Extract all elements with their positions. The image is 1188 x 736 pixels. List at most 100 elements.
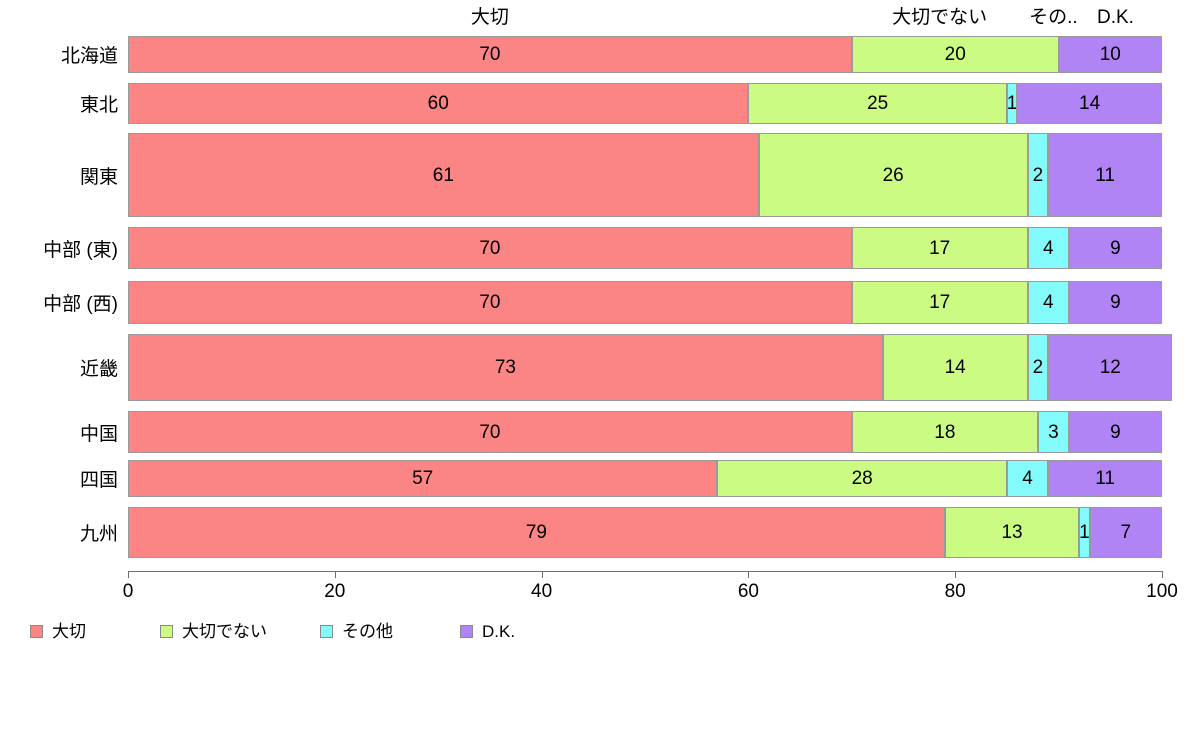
bar-segment[interactable]: 14 — [1017, 83, 1162, 124]
top-header-2: 大切でない — [892, 7, 988, 28]
bar-segment-value: 79 — [525, 522, 547, 543]
bar-segment[interactable]: 12 — [1048, 334, 1173, 401]
bar-segment[interactable]: 17 — [851, 281, 1028, 324]
bar-segment-value: 70 — [479, 421, 501, 443]
category-label-3: 関東 — [79, 166, 118, 188]
bar-segment-value: 26 — [882, 164, 904, 186]
bar-segment-value: 4 — [1042, 237, 1054, 259]
bar-segment[interactable]: 20 — [851, 36, 1059, 73]
bar-segment[interactable]: 61 — [128, 133, 759, 217]
legend-item-4[interactable]: D.K. — [460, 623, 515, 640]
bar-segment-value: 70 — [479, 237, 501, 259]
top-header-4: D.K. — [1096, 7, 1134, 28]
bar-segment[interactable]: 1 — [1079, 507, 1090, 558]
x-tick-label-60: 60 — [737, 581, 759, 602]
bar-segment[interactable]: 1 — [1006, 83, 1018, 124]
bar-segment[interactable]: 9 — [1068, 281, 1162, 324]
legend-item-3[interactable]: その他 — [320, 623, 393, 640]
legend-item-1[interactable]: 大切 — [30, 623, 86, 640]
bar-segment-value: 70 — [479, 44, 501, 65]
category-label-4: 中部 (東) — [43, 239, 118, 261]
bar-row: 73 14 2 12 — [128, 334, 1173, 401]
x-tick-mark — [541, 571, 543, 578]
bar-segment[interactable]: 2 — [1027, 334, 1049, 401]
legend-label: 大切でない — [182, 622, 267, 641]
x-tick-mark — [955, 571, 957, 578]
bar-segment[interactable]: 3 — [1037, 411, 1069, 453]
bar-segment[interactable]: 11 — [1048, 133, 1162, 217]
x-tick-mark — [128, 571, 129, 578]
bar-row: 79 13 1 7 — [128, 507, 1162, 558]
bar-segment-value: 28 — [851, 468, 873, 489]
top-header-1: 大切 — [470, 7, 509, 28]
bar-segment-value: 17 — [929, 292, 951, 313]
bar-segment[interactable]: 17 — [851, 227, 1028, 269]
bar-row: 70 17 4 9 — [128, 281, 1162, 324]
bar-segment[interactable]: 4 — [1006, 460, 1049, 497]
x-tick-label-40: 40 — [531, 581, 553, 602]
bar-segment[interactable]: 4 — [1027, 281, 1069, 324]
bar-segment[interactable]: 4 — [1027, 227, 1069, 269]
x-tick-mark — [334, 571, 336, 578]
bar-segment[interactable]: 13 — [944, 507, 1080, 558]
legend-item-2[interactable]: 大切でない — [160, 623, 267, 640]
bar-segment[interactable]: 79 — [128, 507, 945, 558]
bar-segment-value: 3 — [1048, 421, 1059, 443]
bar-segment[interactable]: 10 — [1058, 36, 1162, 73]
bar-segment-value: 9 — [1110, 237, 1121, 259]
x-tick-mark — [1162, 571, 1163, 578]
bar-row: 70 17 4 9 — [128, 227, 1162, 269]
bar-segment-value: 4 — [1042, 292, 1054, 313]
bar-segment[interactable]: 28 — [717, 460, 1007, 497]
legend-label: その他 — [342, 622, 393, 641]
legend-color-swatch — [30, 625, 43, 638]
bar-segment-value: 1 — [1079, 522, 1090, 543]
bar-segment-value: 11 — [1095, 164, 1115, 186]
category-label-9: 九州 — [79, 524, 118, 545]
legend-label: 大切 — [52, 622, 86, 641]
bar-segment-value: 1 — [1006, 93, 1018, 114]
bar-segment-value: 4 — [1022, 468, 1033, 489]
bar-segment-value: 60 — [427, 93, 449, 114]
category-label-5: 中部 (西) — [43, 294, 118, 315]
bar-segment[interactable]: 70 — [128, 227, 852, 269]
bar-segment[interactable]: 2 — [1027, 133, 1049, 217]
legend-color-swatch — [460, 625, 473, 638]
bar-segment[interactable]: 25 — [748, 83, 1007, 124]
category-label-8: 四国 — [79, 470, 118, 491]
category-label-6: 近畿 — [79, 359, 118, 380]
bar-segment-value: 12 — [1099, 357, 1121, 378]
bar-segment[interactable]: 70 — [128, 281, 852, 324]
bar-segment-value: 2 — [1032, 357, 1044, 378]
bar-segment[interactable]: 7 — [1089, 507, 1162, 558]
bar-segment-value: 10 — [1099, 44, 1121, 65]
bar-segment-value: 18 — [934, 421, 956, 443]
bar-segment[interactable]: 70 — [128, 411, 852, 453]
top-header-3: その.. — [1029, 7, 1078, 28]
bar-segment[interactable]: 18 — [851, 411, 1038, 453]
bar-row: 70 20 10 — [128, 36, 1162, 73]
bar-row: 60 25 1 14 — [128, 83, 1162, 124]
bar-row: 57 28 4 11 — [128, 460, 1162, 497]
bar-segment-value: 25 — [867, 93, 889, 114]
bar-segment-value: 14 — [1079, 93, 1101, 114]
bar-segment-value: 13 — [1001, 522, 1023, 543]
bar-segment[interactable]: 70 — [128, 36, 852, 73]
bar-segment[interactable]: 60 — [128, 83, 749, 124]
x-tick-label-80: 80 — [944, 581, 966, 602]
bar-segment[interactable]: 14 — [882, 334, 1028, 401]
bar-segment-value: 17 — [929, 237, 951, 259]
bar-segment[interactable]: 57 — [128, 460, 718, 497]
bar-segment-value: 14 — [944, 357, 966, 378]
legend-label: D.K. — [482, 622, 516, 641]
bar-segment-value: 20 — [944, 44, 966, 65]
category-label-2: 東北 — [79, 95, 118, 116]
bar-segment[interactable]: 9 — [1068, 411, 1162, 453]
bar-segment[interactable]: 73 — [128, 334, 883, 401]
x-tick-mark — [748, 571, 750, 578]
bar-segment[interactable]: 11 — [1048, 460, 1162, 497]
bar-segment[interactable]: 26 — [758, 133, 1028, 217]
x-tick-label-20: 20 — [324, 581, 346, 602]
bar-segment[interactable]: 9 — [1068, 227, 1162, 269]
